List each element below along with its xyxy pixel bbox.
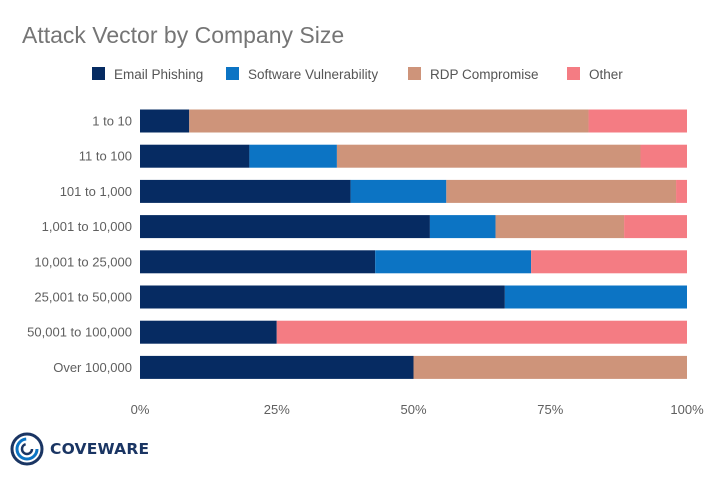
bar-segment-1-to-10-email-phishing — [140, 109, 190, 133]
x-tick-label: 50% — [400, 402, 426, 417]
y-tick-label: 1 to 10 — [92, 114, 132, 129]
coveware-ring-icon — [10, 432, 44, 466]
legend-swatch-email-phishing — [92, 67, 105, 80]
bar-segment-10-001-to-25-000-software-vulnerability — [375, 250, 532, 274]
chart-title: Attack Vector by Company Size — [22, 22, 345, 48]
y-tick-label: 10,001 to 25,000 — [34, 254, 132, 269]
bar-segment-101-to-1-000-rdp-compromise — [446, 179, 677, 203]
bar-segment-25-001-to-50-000-email-phishing — [140, 285, 505, 309]
attack-vector-chart: Email Phishing Software Vulnerability RDP … — [27, 67, 704, 417]
x-tick-label: 25% — [264, 402, 290, 417]
legend-label-other: Other — [589, 67, 623, 82]
bars-area — [140, 109, 687, 379]
bar-segment-over-100-000-email-phishing — [140, 355, 414, 379]
bar-segment-1-001-to-10-000-rdp-compromise — [495, 215, 625, 239]
bar-segment-50-001-to-100-000-other — [276, 320, 687, 344]
bar-segment-1-to-10-other — [588, 109, 687, 133]
bar-segment-11-to-100-software-vulnerability — [249, 144, 337, 168]
bar-segment-50-001-to-100-000-email-phishing — [140, 320, 277, 344]
legend: Email Phishing Software Vulnerability RDP … — [92, 67, 623, 82]
bar-segment-101-to-1-000-other — [676, 179, 687, 203]
bar-segment-10-001-to-25-000-other — [531, 250, 687, 274]
legend-swatch-other — [567, 67, 580, 80]
y-tick-label: 11 to 100 — [79, 149, 132, 164]
bar-segment-101-to-1-000-email-phishing — [140, 179, 351, 203]
logo-text: COVEWARE — [50, 440, 150, 458]
bar-segment-101-to-1-000-software-vulnerability — [350, 179, 447, 203]
coveware-logo: COVEWARE — [10, 432, 149, 466]
y-tick-label: Over 100,000 — [53, 360, 132, 375]
bar-segment-10-001-to-25-000-email-phishing — [140, 250, 376, 274]
bar-segment-11-to-100-other — [640, 144, 687, 168]
bar-segment-1-001-to-10-000-email-phishing — [140, 215, 430, 239]
bar-segment-1-001-to-10-000-software-vulnerability — [429, 215, 496, 239]
legend-label-email-phishing: Email Phishing — [114, 67, 203, 82]
bar-segment-11-to-100-rdp-compromise — [336, 144, 641, 168]
legend-label-rdp-compromise: RDP Compromise — [430, 67, 539, 82]
bar-segment-1-to-10-rdp-compromise — [189, 109, 589, 133]
bar-segment-25-001-to-50-000-software-vulnerability — [504, 285, 687, 309]
legend-swatch-rdp-compromise — [408, 67, 421, 80]
y-tick-label: 101 to 1,000 — [60, 184, 132, 199]
y-tick-label: 1,001 to 10,000 — [42, 219, 132, 234]
bar-segment-11-to-100-email-phishing — [140, 144, 250, 168]
x-tick-label: 75% — [537, 402, 563, 417]
x-tick-label: 100% — [670, 402, 704, 417]
bar-segment-1-001-to-10-000-other — [624, 215, 687, 239]
y-tick-label: 50,001 to 100,000 — [27, 325, 132, 340]
y-tick-label: 25,001 to 50,000 — [34, 290, 132, 305]
legend-label-software-vulnerability: Software Vulnerability — [248, 67, 378, 82]
y-axis-labels: 1 to 10 11 to 100 101 to 1,000 1,001 to 10,… — [27, 114, 132, 375]
x-axis-labels: 0% 25% 50% 75% 100% — [131, 402, 704, 417]
bar-segment-over-100-000-rdp-compromise — [413, 355, 687, 379]
x-tick-label: 0% — [131, 402, 150, 417]
legend-swatch-software-vulnerability — [226, 67, 239, 80]
